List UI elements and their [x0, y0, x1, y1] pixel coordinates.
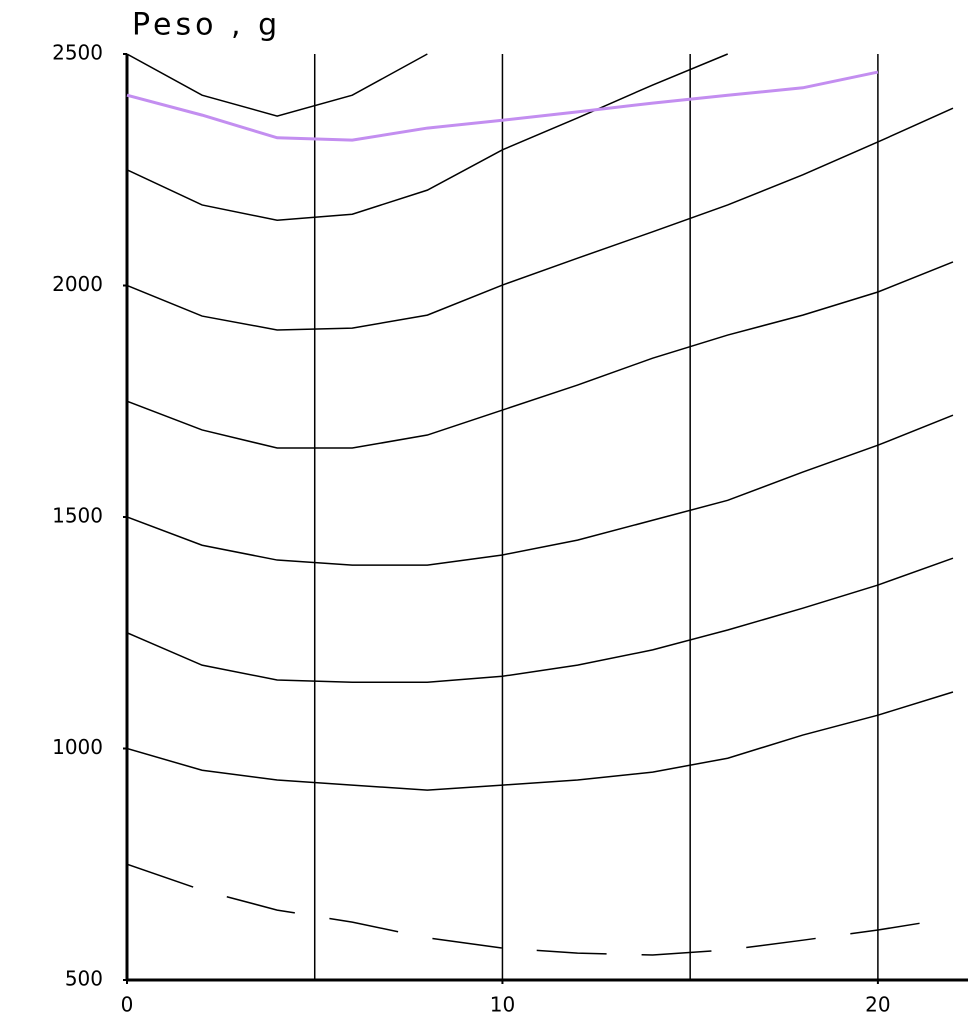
chart-title: Peso , g — [132, 8, 281, 43]
y-tick-label: 2500 — [52, 41, 103, 65]
x-tick-label: 10 — [490, 993, 515, 1017]
x-tick-label: 0 — [121, 993, 134, 1017]
line-series — [126, 107, 954, 331]
line-series — [126, 70, 879, 142]
line-series — [126, 691, 954, 791]
line-series — [126, 53, 729, 221]
line-series — [126, 863, 954, 956]
line-series — [126, 53, 428, 117]
line-series — [126, 261, 954, 449]
y-tick-label: 1000 — [52, 735, 103, 759]
x-tick-label: 20 — [865, 993, 890, 1017]
line-series — [126, 414, 954, 566]
y-tick-label: 2000 — [52, 272, 103, 296]
y-tick-label: 500 — [65, 967, 103, 991]
y-tick-label: 1500 — [52, 504, 103, 528]
line-series — [126, 557, 954, 684]
